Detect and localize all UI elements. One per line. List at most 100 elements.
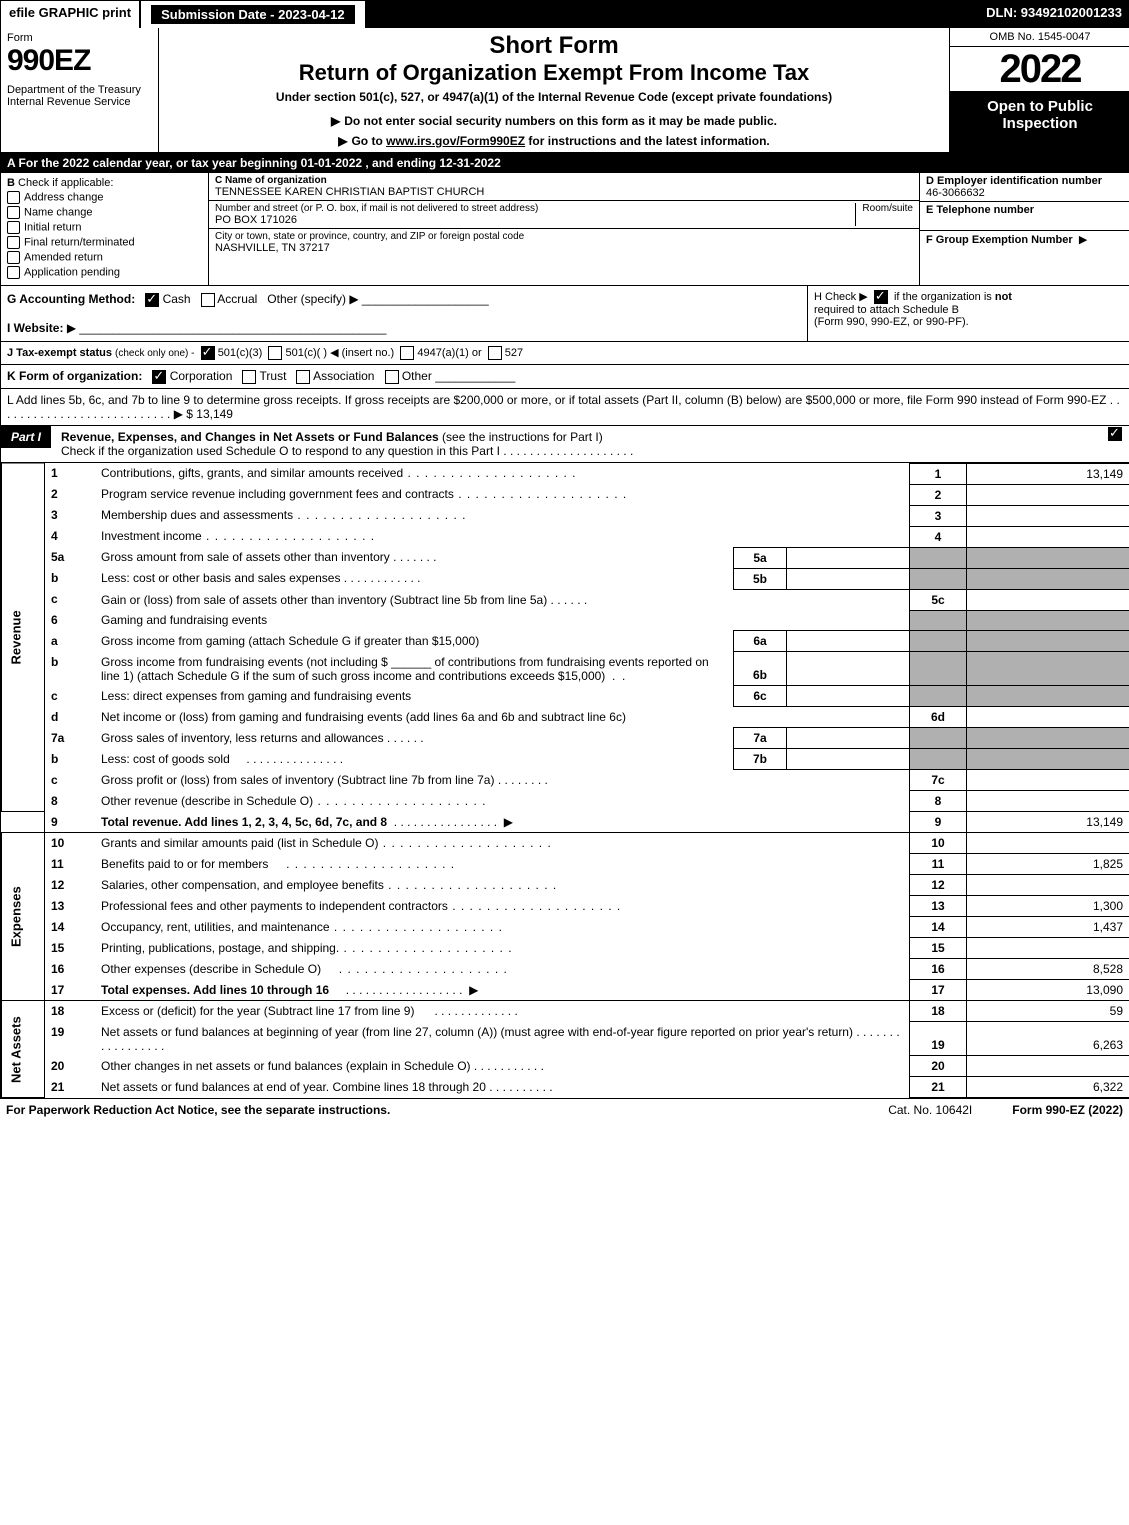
line-8-desc: Other revenue (describe in Schedule O)	[95, 791, 910, 812]
line-5b-shadedval	[967, 568, 1129, 589]
line-17-desc: Total expenses. Add lines 10 through 16 …	[95, 980, 910, 1001]
other-checkbox[interactable]	[385, 370, 399, 384]
row-a-tax-year: A For the 2022 calendar year, or tax yea…	[1, 153, 1129, 173]
irs-link[interactable]: www.irs.gov/Form990EZ	[386, 134, 525, 148]
line-4-num: 4	[45, 526, 96, 547]
submission-date-pill: Submission Date - 2023-04-12	[151, 5, 355, 24]
line-7b-desc: Less: cost of goods sold . . . . . . . .…	[95, 749, 734, 770]
form-word: Form	[7, 32, 152, 44]
line-10-desc: Grants and similar amounts paid (list in…	[95, 833, 910, 854]
line-6d-desc: Net income or (loss) from gaming and fun…	[95, 707, 910, 728]
527-checkbox[interactable]	[488, 346, 502, 360]
line-6c-desc: Less: direct expenses from gaming and fu…	[95, 686, 734, 707]
line-17-value: 13,090	[967, 980, 1129, 1001]
subtitle: Under section 501(c), 527, or 4947(a)(1)…	[169, 90, 939, 104]
line-7c-num: c	[45, 770, 96, 791]
opt-amended-return[interactable]: Amended return	[7, 251, 202, 264]
line-9-value: 13,149	[967, 812, 1129, 833]
col-def: D Employer identification number 46-3066…	[919, 173, 1129, 285]
501c3-checkbox[interactable]	[201, 346, 215, 360]
form-ref: Form 990-EZ (2022)	[1012, 1103, 1123, 1117]
section-bcdef: B Check if applicable: Address change Na…	[1, 173, 1129, 286]
line-6a-shaded	[910, 631, 967, 652]
line-5b-desc: Less: cost or other basis and sales expe…	[95, 568, 734, 589]
line-10-value	[967, 833, 1129, 854]
line-18-desc: Excess or (deficit) for the year (Subtra…	[95, 1001, 910, 1022]
line-13-desc: Professional fees and other payments to …	[95, 896, 910, 917]
org-addr-block: Number and street (or P. O. box, if mail…	[209, 201, 919, 229]
part-i-header: Part I Revenue, Expenses, and Changes in…	[1, 426, 1129, 463]
submission-date: Submission Date - 2023-04-12	[141, 1, 367, 28]
row-j-tax-exempt: J Tax-exempt status (check only one) - 5…	[1, 342, 1129, 365]
form-container: efile GRAPHIC print Submission Date - 20…	[0, 0, 1129, 1099]
line-14-desc: Occupancy, rent, utilities, and maintena…	[95, 917, 910, 938]
line-6b-num: b	[45, 652, 96, 686]
line-11-numcol: 11	[910, 854, 967, 875]
line-6b-midlabel: 6b	[734, 652, 787, 686]
line-17-num: 17	[45, 980, 96, 1001]
4947-checkbox[interactable]	[400, 346, 414, 360]
line-7a-midlabel: 7a	[734, 728, 787, 749]
line-6c-shadedval	[967, 686, 1129, 707]
org-city-block: City or town, state or province, country…	[209, 229, 919, 256]
line-6-shadedval	[967, 610, 1129, 631]
cash-checkbox[interactable]	[145, 293, 159, 307]
line-7b-shadedval	[967, 749, 1129, 770]
line-11-value: 1,825	[967, 854, 1129, 875]
line-21-num: 21	[45, 1077, 96, 1098]
header-block: Form 990EZ Department of the Treasury In…	[1, 28, 1129, 153]
line-5a-shaded	[910, 547, 967, 568]
header-left: Form 990EZ Department of the Treasury In…	[1, 28, 159, 152]
ein-value: 46-3066632	[926, 187, 985, 199]
col-c-org-info: C Name of organization TENNESSEE KAREN C…	[209, 173, 919, 285]
accounting-method: G Accounting Method: Cash Accrual Other …	[1, 286, 807, 341]
line-6-desc: Gaming and fundraising events	[95, 610, 910, 631]
accrual-checkbox[interactable]	[201, 293, 215, 307]
line-7a-shaded	[910, 728, 967, 749]
schedule-b-checkbox[interactable]	[874, 290, 888, 304]
line-7b-num: b	[45, 749, 96, 770]
line-5c-numcol: 5c	[910, 589, 967, 610]
line-8-numcol: 8	[910, 791, 967, 812]
line-1-value: 13,149	[967, 463, 1129, 484]
line-5a-shadedval	[967, 547, 1129, 568]
opt-application-pending[interactable]: Application pending	[7, 266, 202, 279]
line-21-numcol: 21	[910, 1077, 967, 1098]
line-5b-num: b	[45, 568, 96, 589]
line-17-numcol: 17	[910, 980, 967, 1001]
line-11-num: 11	[45, 854, 96, 875]
opt-initial-return[interactable]: Initial return	[7, 221, 202, 234]
line-1-num: 1	[45, 463, 96, 484]
line-5c-value	[967, 589, 1129, 610]
instruction-1: Do not enter social security numbers on …	[169, 114, 939, 128]
col-h-schedule-b: H Check ▶ if the organization is not req…	[807, 286, 1129, 341]
netassets-section-label: Net Assets	[2, 1001, 45, 1098]
corp-checkbox[interactable]	[152, 370, 166, 384]
row-gh: G Accounting Method: Cash Accrual Other …	[1, 286, 1129, 342]
dept-line1: Department of the Treasury	[7, 84, 152, 96]
line-6c-shaded	[910, 686, 967, 707]
expenses-section-label: Expenses	[2, 833, 45, 1001]
opt-final-return[interactable]: Final return/terminated	[7, 236, 202, 249]
ein-block: D Employer identification number 46-3066…	[920, 173, 1129, 202]
efile-label: efile GRAPHIC print	[1, 1, 141, 28]
part-i-schedule-o-check[interactable]	[1108, 426, 1129, 441]
501c-checkbox[interactable]	[268, 346, 282, 360]
line-2-value	[967, 484, 1129, 505]
line-2-num: 2	[45, 484, 96, 505]
line-13-numcol: 13	[910, 896, 967, 917]
line-7b-shaded	[910, 749, 967, 770]
opt-address-change[interactable]: Address change	[7, 191, 202, 204]
assoc-checkbox[interactable]	[296, 370, 310, 384]
line-12-value	[967, 875, 1129, 896]
line-6a-midval	[787, 631, 910, 652]
line-18-numcol: 18	[910, 1001, 967, 1022]
opt-name-change[interactable]: Name change	[7, 206, 202, 219]
line-1-desc: Contributions, gifts, grants, and simila…	[95, 463, 910, 484]
revenue-section-label: Revenue	[2, 463, 45, 812]
line-14-value: 1,437	[967, 917, 1129, 938]
short-form-title: Short Form	[169, 32, 939, 60]
line-6b-midval	[787, 652, 910, 686]
trust-checkbox[interactable]	[242, 370, 256, 384]
line-20-num: 20	[45, 1056, 96, 1077]
